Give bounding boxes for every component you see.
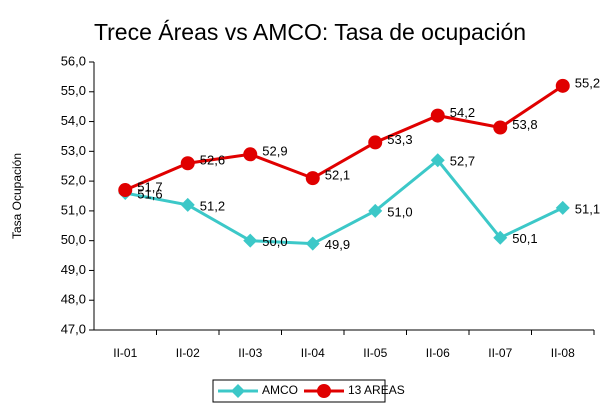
x-tick-label: II-04 (301, 346, 325, 360)
data-point (555, 200, 570, 215)
data-label: 50,0 (262, 234, 287, 249)
data-point (555, 78, 570, 93)
x-tick-label: II-07 (488, 346, 512, 360)
data-point (430, 153, 445, 168)
y-tick-label: 50,0 (61, 232, 86, 247)
legend-label: AMCO (262, 383, 298, 397)
y-tick-label: 48,0 (61, 292, 86, 307)
data-point (180, 156, 195, 171)
legend-label: 13 AREAS (348, 383, 405, 397)
data-label: 54,2 (450, 105, 475, 120)
data-point (243, 147, 258, 162)
legend-marker (317, 384, 331, 398)
data-label: 52,9 (262, 144, 287, 159)
series-line (124, 84, 564, 192)
y-tick-label: 53,0 (61, 143, 86, 158)
data-point (180, 197, 195, 212)
y-tick-label: 54,0 (61, 113, 86, 128)
data-point (305, 171, 320, 186)
data-label: 52,6 (200, 153, 225, 168)
x-tick-label: II-03 (238, 346, 262, 360)
data-label: 51,1 (575, 201, 600, 216)
series-line (124, 158, 564, 246)
chart-title: Trece Áreas vs AMCO: Tasa de ocupación (94, 19, 526, 45)
data-point (368, 203, 383, 218)
y-tick-label: 51,0 (61, 202, 86, 217)
data-point (118, 183, 133, 198)
data-point (243, 233, 258, 248)
y-tick-label: 49,0 (61, 262, 86, 277)
legend-box (212, 379, 386, 403)
x-tick-label: II-06 (426, 346, 450, 360)
legend-marker (231, 384, 245, 398)
data-label: 49,9 (325, 237, 350, 252)
data-label: 55,2 (575, 75, 600, 90)
y-tick-label: 52,0 (61, 173, 86, 188)
data-label: 53,8 (512, 117, 537, 132)
y-axis-label: Tasa Ocupación (10, 153, 24, 239)
y-tick-label: 55,0 (61, 83, 86, 98)
x-tick-label: II-02 (176, 346, 200, 360)
data-point (430, 108, 445, 123)
data-point (493, 230, 508, 245)
y-tick-label: 47,0 (61, 321, 86, 336)
x-tick-label: II-08 (551, 346, 575, 360)
data-label: 51,7 (137, 179, 162, 194)
data-point (368, 135, 383, 150)
data-label: 50,1 (512, 231, 537, 246)
data-label: 51,0 (387, 204, 412, 219)
data-point (305, 236, 320, 251)
x-tick-label: II-01 (113, 346, 137, 360)
data-label: 51,2 (200, 198, 225, 213)
data-label: 52,7 (450, 154, 475, 169)
data-point (493, 120, 508, 135)
data-label: 53,3 (387, 132, 412, 147)
data-label: 52,1 (325, 168, 350, 183)
x-tick-label: II-05 (363, 346, 387, 360)
y-tick-label: 56,0 (61, 53, 86, 68)
data-label: 51,6 (137, 186, 162, 201)
